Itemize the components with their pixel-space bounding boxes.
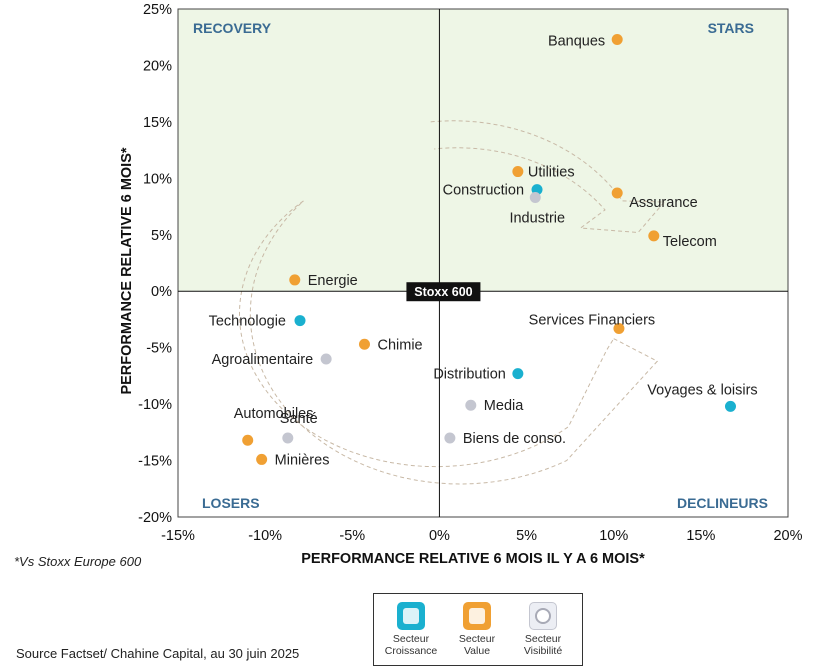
legend-label-line2: Visibilité [523, 645, 563, 657]
data-point-label: Agroalimentaire [212, 352, 314, 368]
data-point-label: Chimie [377, 337, 422, 353]
x-tick-label: -5% [339, 528, 365, 544]
data-point [242, 434, 254, 446]
data-point [320, 353, 332, 365]
data-point [648, 230, 660, 242]
y-tick-label: -15% [138, 454, 172, 470]
legend-item-value: Secteur Value [444, 602, 510, 657]
quadrant-label-stars: STARS [708, 20, 754, 36]
x-axis-title: PERFORMANCE RELATIVE 6 MOIS IL Y A 6 MOI… [301, 551, 645, 567]
y-tick-label: -20% [138, 510, 172, 526]
data-point-label: Minières [275, 452, 330, 468]
data-point-label: Industrie [509, 211, 565, 227]
scatter-chart: -15% -10% -5% 0% 5% 10% 15% 20% -20% -15% -10% -5% 0… [119, 2, 803, 567]
data-point-label: Automobiles [234, 406, 314, 422]
x-tick-label: -15% [161, 528, 195, 544]
legend: Secteur Croissance Secteur Value Secteur… [373, 593, 583, 666]
coin-stack-icon [463, 602, 491, 630]
x-tick-label: -10% [248, 528, 282, 544]
legend-label-line1: Secteur [458, 633, 496, 645]
data-point [613, 322, 625, 334]
data-point-label: Media [484, 398, 524, 414]
data-point-label: Biens de conso. [463, 431, 566, 447]
data-point [611, 187, 623, 199]
y-tick-label: 15% [143, 115, 172, 131]
growth-chart-icon [397, 602, 425, 630]
data-point-label: Technologie [209, 314, 286, 330]
y-tick-label: 10% [143, 171, 172, 187]
legend-label-line2: Value [463, 645, 491, 657]
data-point-label: Santé [280, 411, 318, 427]
y-tick-label: 20% [143, 58, 172, 74]
data-point-label: Utilities [528, 165, 575, 181]
data-point [611, 33, 623, 45]
y-tick-label: 0% [151, 284, 172, 300]
x-tick-label: 10% [599, 528, 628, 544]
data-point-label: Energie [308, 273, 358, 289]
y-tick-label: -10% [138, 397, 172, 413]
center-badge [406, 282, 481, 302]
data-point [256, 453, 268, 465]
footnote: *Vs Stoxx Europe 600 [14, 554, 142, 569]
cycle-arrow-bottom [238, 200, 659, 485]
y-tick-label: 5% [151, 228, 172, 244]
quadrant-label-losers: LOSERS [202, 495, 260, 511]
data-point [465, 399, 477, 411]
magnifier-icon [529, 602, 557, 630]
legend-item-croissance: Secteur Croissance [378, 602, 444, 657]
y-axis-title: PERFORMANCE RELATIVE 6 MOIS* [119, 147, 135, 394]
quadrant-label-recovery: RECOVERY [193, 20, 272, 36]
data-point [282, 432, 294, 444]
data-point [724, 400, 736, 412]
data-point-label: Distribution [433, 367, 506, 383]
legend-item-visibilite: Secteur Visibilité [510, 602, 576, 657]
data-point-label: Banques [548, 33, 605, 49]
data-point-label: Voyages & loisirs [647, 382, 757, 398]
x-tick-label: 5% [516, 528, 537, 544]
y-tick-label: -5% [146, 341, 172, 357]
data-point-label: Assurance [629, 195, 698, 211]
x-tick-label: 20% [773, 528, 802, 544]
top-quadrants-fill [178, 9, 788, 292]
quadrant-label-decline: DECLINEURS [677, 495, 768, 511]
plot-frame [177, 8, 789, 518]
source-note: Source Factset/ Chahine Capital, au 30 j… [16, 646, 300, 661]
data-point [358, 338, 370, 350]
legend-label-line1: Secteur [524, 633, 562, 645]
y-tick-label: 25% [143, 2, 172, 18]
legend-label-line2: Croissance [384, 645, 438, 657]
legend-label-line1: Secteur [392, 633, 430, 645]
data-point [289, 274, 301, 286]
data-point [512, 368, 524, 380]
data-point [444, 432, 456, 444]
x-tick-label: 15% [686, 528, 715, 544]
data-point-label: Services Financiers [529, 312, 656, 328]
data-point-label: Construction [443, 183, 524, 199]
x-tick-label: 0% [429, 528, 450, 544]
data-point [512, 166, 524, 178]
data-point [294, 315, 306, 327]
data-point-label: Telecom [663, 234, 717, 250]
data-point [529, 192, 541, 204]
center-label: Stoxx 600 [414, 285, 472, 299]
